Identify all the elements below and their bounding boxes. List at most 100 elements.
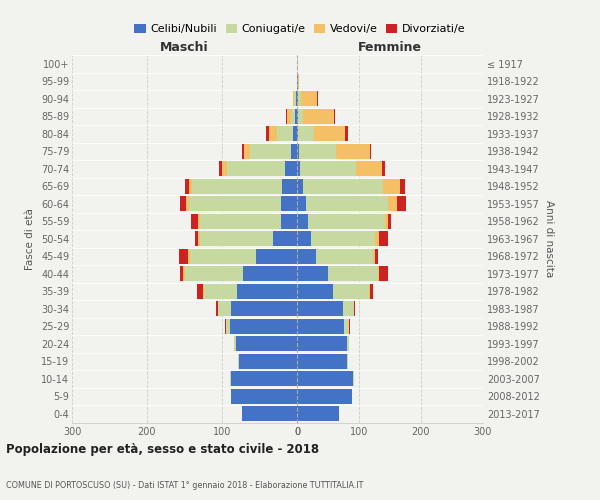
Bar xyxy=(198,214,199,229)
Bar xyxy=(334,108,335,124)
Bar xyxy=(297,108,298,124)
Bar xyxy=(370,284,373,299)
Bar xyxy=(311,231,375,246)
Bar xyxy=(199,214,281,229)
Bar xyxy=(216,301,218,316)
Bar xyxy=(297,231,311,246)
Bar xyxy=(354,301,355,316)
Bar xyxy=(377,266,379,281)
Bar xyxy=(298,91,301,106)
Bar xyxy=(297,388,352,404)
Bar xyxy=(293,91,294,106)
Bar xyxy=(239,354,297,369)
Bar xyxy=(281,214,297,229)
Bar xyxy=(226,318,229,334)
Bar xyxy=(296,91,297,106)
Bar xyxy=(203,284,204,299)
Bar xyxy=(297,354,347,369)
Bar xyxy=(266,126,269,142)
Y-axis label: Anni di nascita: Anni di nascita xyxy=(544,200,554,278)
Bar xyxy=(186,196,189,212)
Bar xyxy=(328,266,377,281)
Bar xyxy=(356,161,382,176)
Bar xyxy=(400,178,405,194)
Bar xyxy=(287,108,291,124)
Bar xyxy=(345,126,348,142)
Bar xyxy=(385,214,388,229)
Bar xyxy=(218,301,231,316)
Bar xyxy=(286,108,287,124)
Bar xyxy=(197,284,203,299)
Bar xyxy=(300,161,356,176)
Bar xyxy=(244,144,250,159)
Bar xyxy=(303,178,383,194)
Bar xyxy=(282,178,297,194)
Bar xyxy=(243,266,297,281)
Bar xyxy=(198,231,199,246)
Bar xyxy=(303,108,334,124)
Bar xyxy=(375,231,379,246)
Bar xyxy=(308,214,385,229)
Bar xyxy=(188,248,190,264)
Bar xyxy=(298,74,299,89)
Bar xyxy=(347,336,349,351)
Bar xyxy=(199,231,273,246)
Bar xyxy=(297,214,308,229)
Bar xyxy=(277,126,293,142)
Bar xyxy=(297,318,343,334)
Bar xyxy=(229,318,297,334)
Bar xyxy=(388,196,397,212)
Bar xyxy=(297,301,343,316)
Bar xyxy=(297,266,328,281)
Bar xyxy=(183,266,185,281)
Bar xyxy=(370,144,371,159)
Bar xyxy=(301,91,317,106)
Bar xyxy=(225,318,226,334)
Legend: Celibi/Nubili, Coniugati/e, Vedovi/e, Divorziati/e: Celibi/Nubili, Coniugati/e, Vedovi/e, Di… xyxy=(134,24,466,34)
Bar xyxy=(299,144,336,159)
Bar xyxy=(293,126,297,142)
Bar xyxy=(317,91,318,106)
Bar xyxy=(297,126,298,142)
Bar xyxy=(297,74,298,89)
Bar xyxy=(234,336,235,351)
Bar xyxy=(397,196,406,212)
Bar xyxy=(316,248,373,264)
Bar xyxy=(297,406,339,421)
Bar xyxy=(297,248,316,264)
Bar xyxy=(192,178,282,194)
Bar xyxy=(333,284,369,299)
Bar xyxy=(305,196,388,212)
Bar xyxy=(383,178,400,194)
Bar xyxy=(379,266,388,281)
Bar xyxy=(185,178,189,194)
Bar xyxy=(343,301,354,316)
Bar xyxy=(388,214,391,229)
Bar xyxy=(231,371,297,386)
Bar xyxy=(294,91,296,106)
Bar xyxy=(227,161,285,176)
Bar xyxy=(297,144,299,159)
Bar xyxy=(230,371,231,386)
Bar xyxy=(291,108,295,124)
Bar xyxy=(343,318,349,334)
Bar xyxy=(298,108,303,124)
Bar xyxy=(336,144,370,159)
Bar xyxy=(314,126,345,142)
Bar xyxy=(269,126,277,142)
Bar xyxy=(222,161,227,176)
Bar xyxy=(349,318,350,334)
Bar xyxy=(285,161,297,176)
Bar xyxy=(180,196,186,212)
Bar xyxy=(273,231,297,246)
Y-axis label: Fasce di età: Fasce di età xyxy=(25,208,35,270)
Bar xyxy=(241,406,297,421)
Bar xyxy=(297,196,305,212)
Text: Popolazione per età, sesso e stato civile - 2018: Popolazione per età, sesso e stato civil… xyxy=(6,442,319,456)
Bar xyxy=(375,248,377,264)
Bar xyxy=(281,196,297,212)
Bar xyxy=(297,371,353,386)
Bar xyxy=(235,336,297,351)
Bar xyxy=(295,108,297,124)
Bar xyxy=(297,178,303,194)
